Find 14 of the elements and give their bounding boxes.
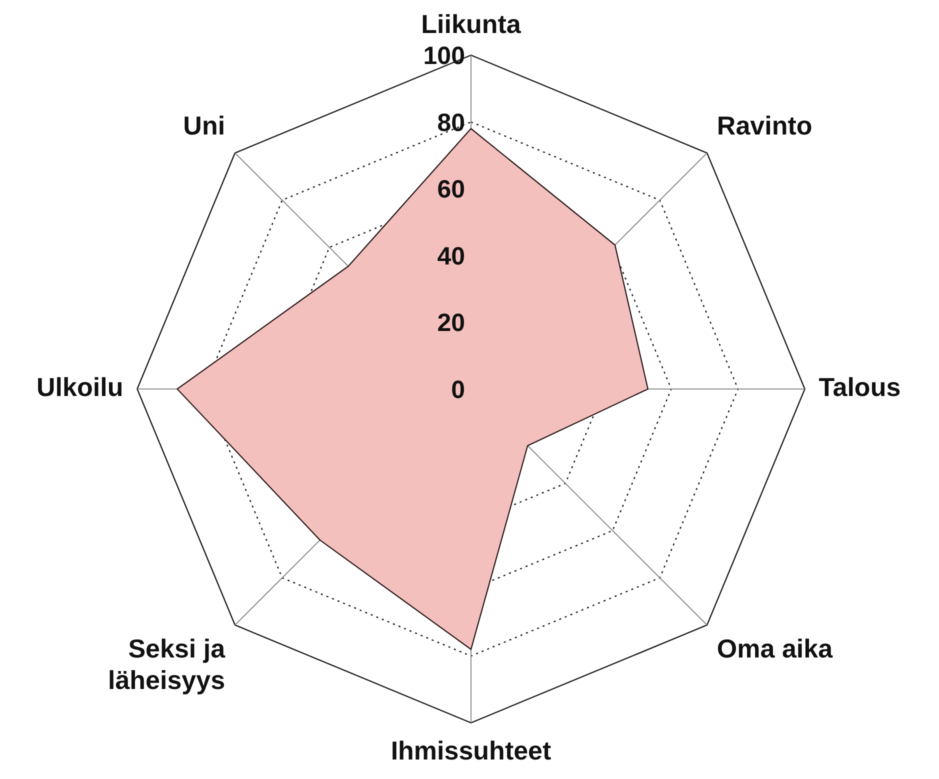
spoke-label: Ulkoilu: [36, 372, 124, 402]
y-tick-label: 60: [437, 176, 465, 204]
spoke-label: Uni: [183, 110, 226, 141]
y-tick-label: 40: [437, 242, 465, 270]
spoke-label: Oma aika: [716, 634, 834, 664]
spoke-label: Seksi ja läheisyys: [108, 634, 226, 695]
y-tick-label: 0: [451, 376, 465, 404]
y-tick-label: 100: [423, 42, 465, 70]
spoke-label: Talous: [818, 372, 901, 402]
spoke-label: Ravinto: [716, 110, 812, 141]
spoke-label: Liikunta: [421, 8, 522, 39]
y-tick-label: 20: [437, 309, 465, 338]
spoke-label: Ihmissuhteet: [390, 736, 552, 766]
y-tick-label: 80: [437, 108, 465, 137]
